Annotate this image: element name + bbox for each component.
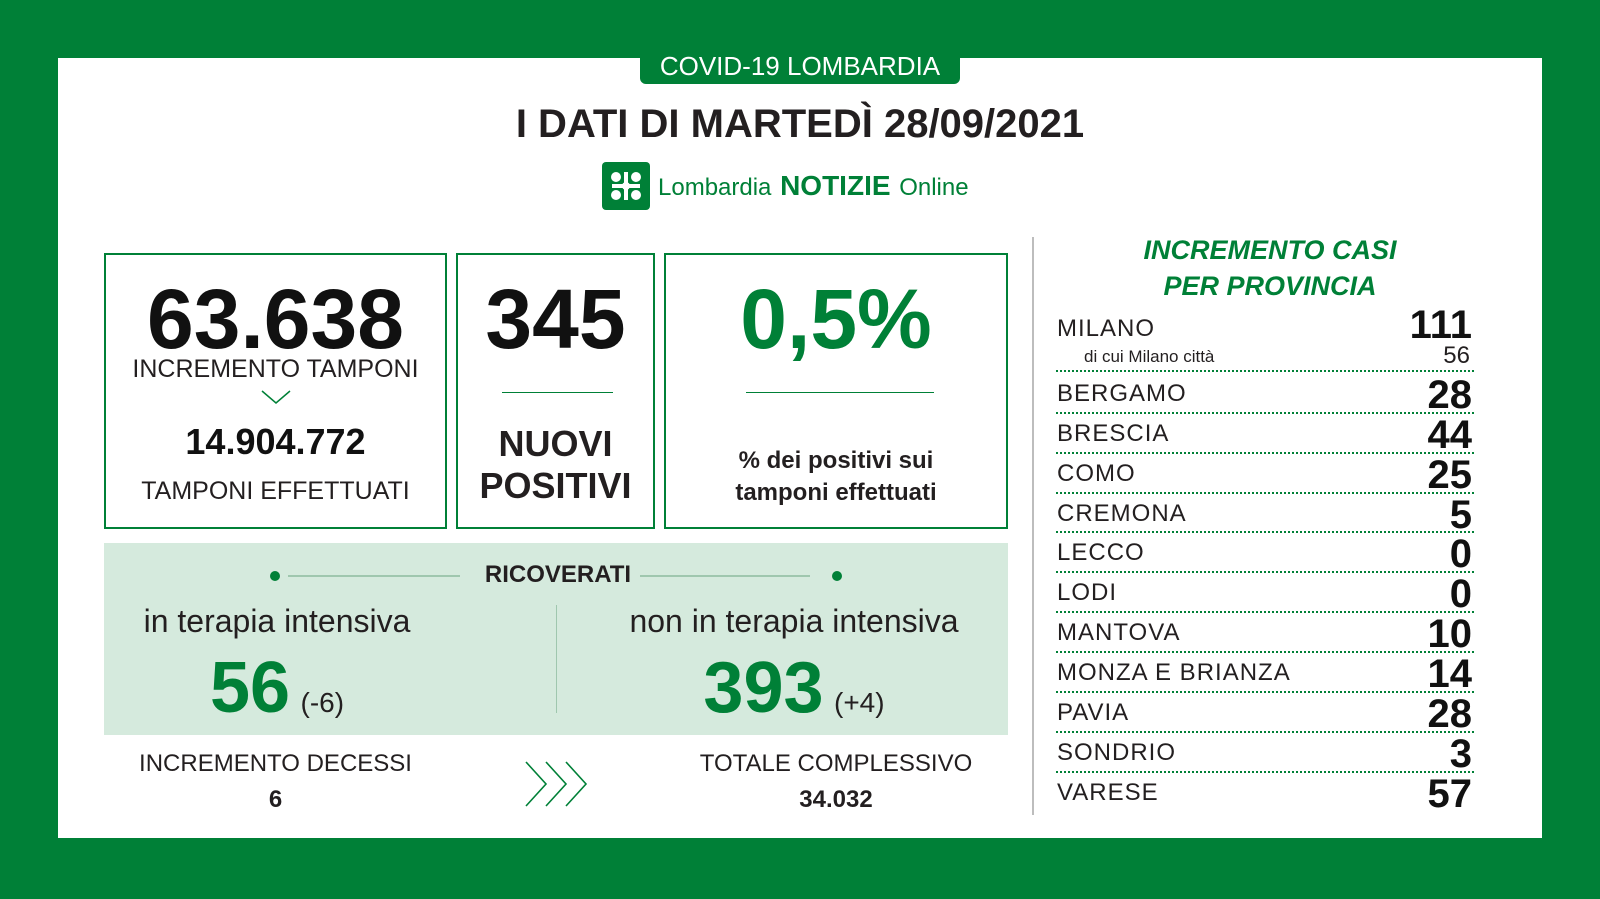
province-value: 10 bbox=[1427, 612, 1473, 656]
decessi-total-label: TOTALE COMPLESSIVO bbox=[699, 750, 973, 777]
divider bbox=[640, 575, 810, 577]
brand-logo-block: Lombardia NOTIZIE Online bbox=[602, 160, 969, 212]
positivi-label: NUOVI POSITIVI bbox=[458, 423, 653, 507]
province-row-bergamo: BERGAMO 28 bbox=[1056, 372, 1474, 417]
triple-chevron-icon bbox=[520, 758, 600, 815]
province-name: MANTOVA bbox=[1057, 619, 1181, 646]
province-name: BERGAMO bbox=[1057, 380, 1187, 407]
positivi-box: 345 NUOVI POSITIVI bbox=[456, 253, 655, 529]
province-name: LECCO bbox=[1057, 539, 1145, 566]
header-badge: COVID-19 LOMBARDIA bbox=[640, 50, 960, 84]
brand-post: Online bbox=[899, 174, 969, 201]
province-row-brescia: BRESCIA 44 bbox=[1056, 412, 1474, 457]
province-row-lecco: LECCO 0 bbox=[1056, 531, 1474, 576]
nti-delta: (+4) bbox=[834, 687, 885, 718]
province-row-milano: MILANO 111 di cui Milano città 56 bbox=[1056, 305, 1474, 372]
divider bbox=[288, 575, 460, 577]
province-name: PAVIA bbox=[1057, 699, 1130, 726]
decessi-label: INCREMENTO DECESSI bbox=[139, 750, 412, 777]
divider bbox=[502, 392, 613, 393]
province-row-varese: VARESE 57 bbox=[1056, 771, 1474, 816]
province-row-cremona: CREMONA 5 bbox=[1056, 492, 1474, 537]
tamponi-increment: 63.638 bbox=[147, 272, 404, 366]
province-row-monza-e-brianza: MONZA E BRIANZA 14 bbox=[1056, 651, 1474, 696]
positivi-label-line2: POSITIVI bbox=[479, 465, 632, 506]
brand-wordmark: Lombardia NOTIZIE Online bbox=[658, 170, 969, 202]
province-title-line1: INCREMENTO CASI bbox=[1143, 235, 1397, 265]
province-value: 28 bbox=[1427, 373, 1473, 417]
percent-label-line1: % dei positivi sui bbox=[738, 447, 934, 474]
ti-figure: 56 (-6) bbox=[104, 647, 450, 729]
province-title-line2: PER PROVINCIA bbox=[1163, 271, 1377, 301]
page-title: I DATI DI MARTEDÌ 28/09/2021 bbox=[515, 102, 1085, 146]
province-row-mantova: MANTOVA 10 bbox=[1056, 611, 1474, 656]
province-title: INCREMENTO CASI PER PROVINCIA bbox=[1060, 232, 1480, 304]
province-row-sondrio: SONDRIO 3 bbox=[1056, 731, 1474, 776]
ricoverati-panel: RICOVERATI in terapia intensiva 56 (-6) … bbox=[104, 543, 1008, 735]
tamponi-total: 14.904.772 bbox=[185, 421, 366, 462]
province-row-como: COMO 25 bbox=[1056, 452, 1474, 497]
province-name: CREMONA bbox=[1057, 500, 1187, 527]
positivi-value: 345 bbox=[485, 272, 626, 366]
province-value: 44 bbox=[1427, 413, 1473, 457]
milano-city-label: di cui Milano città bbox=[1084, 347, 1215, 366]
percent-value: 0,5% bbox=[740, 272, 932, 366]
percent-label-line2: tamponi effettuati bbox=[735, 479, 937, 506]
nti-figure: 393 (+4) bbox=[592, 647, 996, 729]
lombardia-rose-icon bbox=[602, 162, 650, 210]
province-value: 111 bbox=[1409, 303, 1472, 347]
province-name: LODI bbox=[1057, 579, 1118, 606]
province-value: 3 bbox=[1449, 732, 1472, 776]
tamponi-increment-label: INCREMENTO TAMPONI bbox=[132, 355, 419, 383]
province-row-pavia: PAVIA 28 bbox=[1056, 691, 1474, 736]
brand-pre: Lombardia bbox=[658, 174, 772, 201]
dot-icon bbox=[270, 571, 280, 581]
percent-box: 0,5% % dei positivi sui tamponi effettua… bbox=[664, 253, 1008, 529]
divider bbox=[556, 605, 557, 713]
province-name: MILANO bbox=[1057, 315, 1156, 342]
decessi-value: 6 bbox=[268, 786, 283, 813]
province-name: COMO bbox=[1057, 460, 1136, 487]
dot-icon bbox=[832, 571, 842, 581]
province-row-lodi: LODI 0 bbox=[1056, 571, 1474, 616]
province-value: 25 bbox=[1427, 453, 1473, 497]
brand-mid: NOTIZIE bbox=[780, 170, 891, 201]
ricoverati-title: RICOVERATI bbox=[484, 561, 632, 588]
tamponi-total-label: TAMPONI EFFETTUATI bbox=[141, 477, 410, 505]
province-name: BRESCIA bbox=[1057, 420, 1170, 447]
province-value: 0 bbox=[1449, 572, 1472, 616]
ti-value: 56 bbox=[209, 648, 291, 728]
province-value: 28 bbox=[1427, 692, 1473, 736]
decessi-total-value: 34.032 bbox=[799, 786, 873, 813]
province-name: VARESE bbox=[1057, 779, 1159, 806]
ti-label: in terapia intensiva bbox=[143, 603, 411, 639]
chevron-down-icon bbox=[106, 387, 445, 407]
ti-delta: (-6) bbox=[300, 687, 345, 718]
province-value: 5 bbox=[1449, 493, 1472, 537]
nti-label: non in terapia intensiva bbox=[629, 603, 959, 639]
milano-city-value: 56 bbox=[1443, 342, 1470, 369]
province-value: 0 bbox=[1449, 532, 1472, 576]
divider bbox=[746, 392, 934, 393]
nti-value: 393 bbox=[703, 648, 824, 728]
province-value: 57 bbox=[1427, 772, 1473, 816]
province-value: 14 bbox=[1427, 652, 1473, 696]
province-name: SONDRIO bbox=[1057, 739, 1177, 766]
tamponi-box: 63.638 INCREMENTO TAMPONI 14.904.772 TAM… bbox=[104, 253, 447, 529]
divider bbox=[1032, 237, 1034, 815]
percent-label: % dei positivi sui tamponi effettuati bbox=[666, 445, 1006, 509]
province-name: MONZA E BRIANZA bbox=[1057, 659, 1291, 686]
positivi-label-line1: NUOVI bbox=[498, 423, 613, 464]
